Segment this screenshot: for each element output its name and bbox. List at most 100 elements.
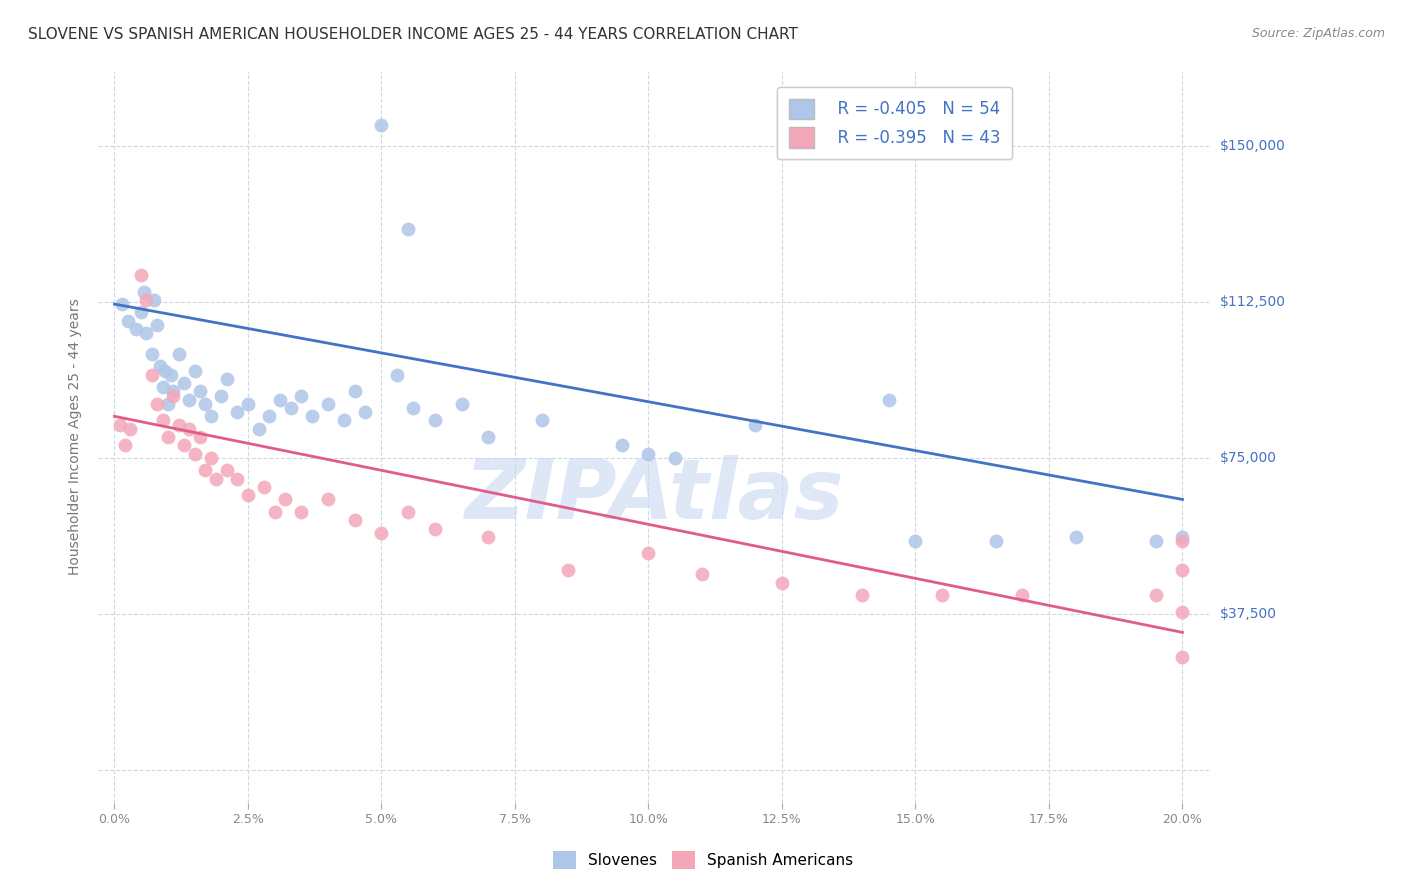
Point <box>162 388 184 402</box>
Point <box>931 588 953 602</box>
Point <box>226 405 249 419</box>
Point <box>877 392 900 407</box>
Point <box>152 380 174 394</box>
Y-axis label: Householder Income Ages 25 - 44 years: Householder Income Ages 25 - 44 years <box>69 299 83 575</box>
Point <box>205 472 228 486</box>
Point <box>173 438 195 452</box>
Point <box>343 384 366 399</box>
Point <box>173 376 195 390</box>
Point <box>194 397 217 411</box>
Point <box>402 401 425 415</box>
Point <box>904 533 927 548</box>
Point <box>179 422 201 436</box>
Point <box>129 268 152 282</box>
Point <box>129 305 152 319</box>
Point <box>744 417 766 432</box>
Point <box>690 567 713 582</box>
Point <box>450 397 472 411</box>
Point <box>132 285 155 299</box>
Point <box>290 388 312 402</box>
Point <box>146 397 169 411</box>
Point <box>143 293 166 307</box>
Point <box>370 525 392 540</box>
Point <box>236 397 259 411</box>
Text: ZIPAtlas: ZIPAtlas <box>464 455 844 536</box>
Point <box>135 293 157 307</box>
Point <box>1171 650 1194 665</box>
Point <box>770 575 793 590</box>
Point <box>851 588 873 602</box>
Point <box>637 447 659 461</box>
Point <box>1171 530 1194 544</box>
Point <box>354 405 377 419</box>
Point <box>156 397 179 411</box>
Point <box>179 392 201 407</box>
Text: Source: ZipAtlas.com: Source: ZipAtlas.com <box>1251 27 1385 40</box>
Point <box>274 492 297 507</box>
Point <box>156 430 179 444</box>
Point <box>167 417 190 432</box>
Legend:   R = -0.405   N = 54,   R = -0.395   N = 43: R = -0.405 N = 54, R = -0.395 N = 43 <box>778 87 1012 160</box>
Point <box>1171 563 1194 577</box>
Point <box>1011 588 1033 602</box>
Text: SLOVENE VS SPANISH AMERICAN HOUSEHOLDER INCOME AGES 25 - 44 YEARS CORRELATION CH: SLOVENE VS SPANISH AMERICAN HOUSEHOLDER … <box>28 27 799 42</box>
Text: $75,000: $75,000 <box>1220 450 1277 465</box>
Point <box>280 401 302 415</box>
Point <box>236 488 259 502</box>
Point <box>1144 588 1167 602</box>
Point <box>259 409 281 424</box>
Point <box>188 384 211 399</box>
Point <box>333 413 356 427</box>
Point <box>120 422 142 436</box>
Point <box>183 447 205 461</box>
Point <box>423 413 446 427</box>
Point <box>108 417 131 432</box>
Point <box>149 359 172 374</box>
Point <box>215 463 238 477</box>
Point <box>111 297 134 311</box>
Point <box>162 384 184 399</box>
Point <box>1144 533 1167 548</box>
Point <box>209 388 232 402</box>
Point <box>141 347 163 361</box>
Point <box>301 409 323 424</box>
Point <box>247 422 270 436</box>
Point <box>664 450 686 465</box>
Point <box>153 363 176 377</box>
Point <box>477 530 499 544</box>
Point <box>530 413 553 427</box>
Point <box>477 430 499 444</box>
Point <box>146 318 169 332</box>
Point <box>387 368 409 382</box>
Point <box>316 397 339 411</box>
Point <box>263 505 285 519</box>
Point <box>396 222 419 236</box>
Point <box>316 492 339 507</box>
Point <box>290 505 312 519</box>
Point <box>188 430 211 444</box>
Point <box>396 505 419 519</box>
Point <box>200 450 222 465</box>
Point <box>125 322 148 336</box>
Point <box>1171 605 1194 619</box>
Point <box>114 438 136 452</box>
Point <box>194 463 217 477</box>
Point <box>117 314 139 328</box>
Point <box>183 363 205 377</box>
Point <box>610 438 633 452</box>
Text: $112,500: $112,500 <box>1220 295 1286 309</box>
Text: $37,500: $37,500 <box>1220 607 1277 621</box>
Point <box>226 472 249 486</box>
Point <box>1171 533 1194 548</box>
Point <box>200 409 222 424</box>
Point <box>370 119 392 133</box>
Point <box>152 413 174 427</box>
Point <box>343 513 366 527</box>
Legend: Slovenes, Spanish Americans: Slovenes, Spanish Americans <box>547 845 859 875</box>
Point <box>984 533 1007 548</box>
Point <box>423 521 446 535</box>
Point <box>269 392 291 407</box>
Point <box>135 326 157 341</box>
Point <box>1064 530 1087 544</box>
Point <box>215 372 238 386</box>
